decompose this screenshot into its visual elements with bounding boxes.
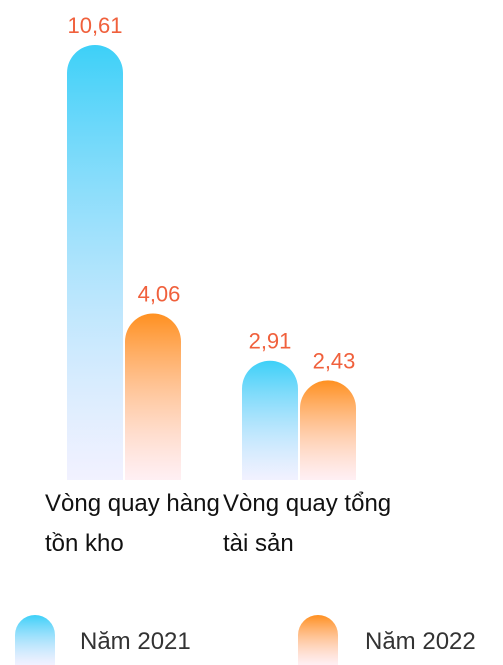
legend-swatch (298, 615, 338, 665)
legend-swatch (15, 615, 55, 665)
bar (300, 380, 356, 480)
value-label: 4,06 (138, 282, 181, 307)
x-tick-label: Vòng quay tổng tài sản (223, 490, 392, 557)
x-tick-label: Vòng quay hàng tồn kho (45, 490, 220, 557)
bar (125, 313, 181, 480)
value-label: 2,91 (249, 329, 292, 354)
bar (242, 360, 298, 480)
legend-label: Năm 2021 (80, 628, 191, 655)
value-label: 2,43 (313, 348, 356, 373)
bar (67, 44, 124, 481)
value-label: 10,61 (67, 13, 122, 38)
legend-label: Năm 2022 (365, 628, 476, 655)
